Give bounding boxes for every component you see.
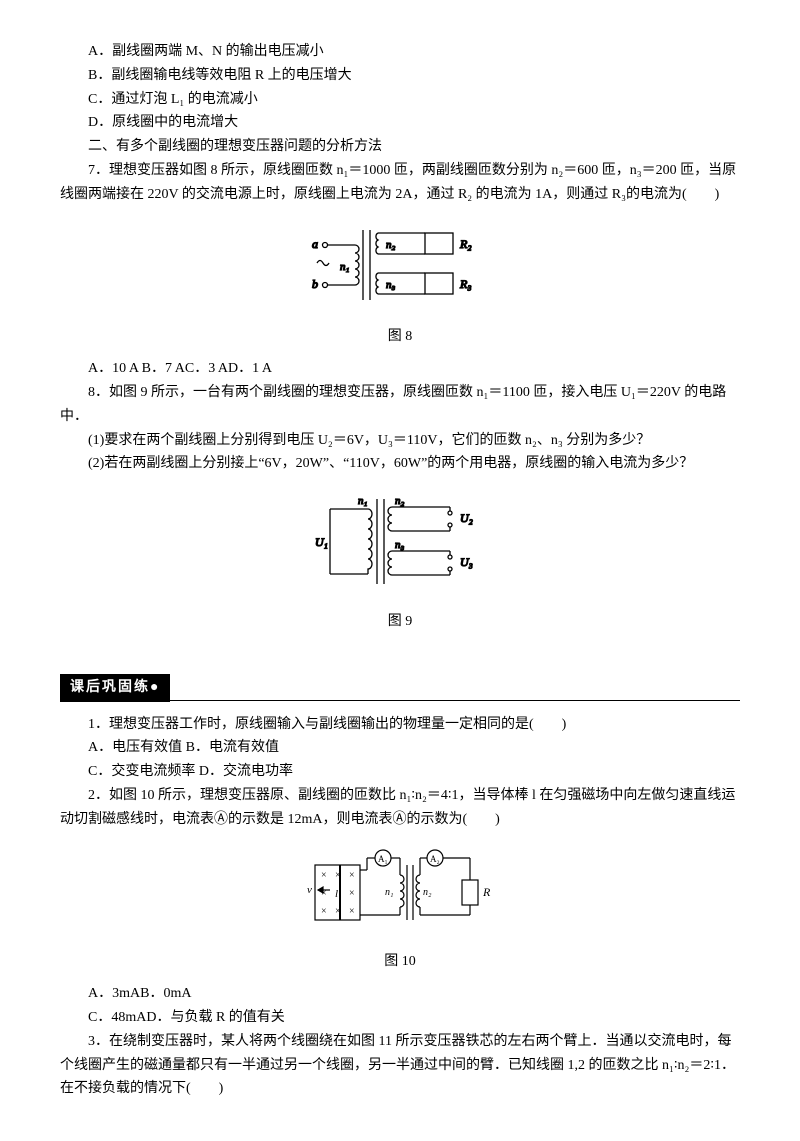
practice-q1-opts1: A．电压有效值 B．电流有效值 [60,736,740,760]
svg-text:n₁: n₁ [385,887,393,898]
subheading-two: 二、有多个副线圈的理想变压器问题的分析方法 [60,135,740,159]
figure-10: ××× ×× ××× l v A₁ n₁ [60,840,740,975]
practice-q2-opts1: A．3mAB．0mA [60,982,740,1006]
question-7: 7．理想变压器如图 8 所示，原线圈匝数 n₁＝1000 匝，两副线圈匝数分别为… [60,159,740,207]
figure-8-caption: 图 8 [60,325,740,349]
svg-text:n₃: n₃ [395,539,405,551]
svg-text:R₃: R₃ [459,277,472,291]
svg-text:v: v [307,884,312,896]
svg-text:n₁: n₁ [340,261,350,273]
figure-9-caption: 图 9 [60,610,740,634]
svg-text:n₃: n₃ [386,279,396,291]
svg-text:n₂: n₂ [423,887,432,898]
svg-text:n₂: n₂ [386,239,396,251]
svg-text:A₂: A₂ [430,854,440,864]
figure-9: U₁ n₁ n₂ U₂ n₃ U [60,484,740,634]
svg-text:n₂: n₂ [395,495,405,507]
svg-text:×: × [349,906,355,917]
svg-text:×: × [321,906,327,917]
question-7-options: A．10 A B．7 AC．3 AD．1 A [60,357,740,381]
svg-text:U₃: U₃ [460,555,473,569]
practice-q3: 3．在绕制变压器时，某人将两个线圈绕在如图 11 所示变压器铁芯的左右两个臂上．… [60,1030,740,1101]
svg-text:×: × [321,870,327,881]
figure-8: a b n₁ n₂ R₂ n₃ [60,215,740,350]
section-title: 课后巩固练● [60,674,170,702]
question-8-line1: 8．如图 9 所示，一台有两个副线圈的理想变压器，原线圈匝数 n₁＝1100 匝… [60,381,740,429]
svg-text:U₁: U₁ [315,535,328,549]
svg-text:b: b [312,277,318,291]
practice-q1-opts2: C．交变电流频率 D．交流电功率 [60,760,740,784]
svg-text:U₂: U₂ [460,511,473,525]
practice-q1: 1．理想变压器工作时，原线圈输入与副线圈输出的物理量一定相同的是( ) [60,713,740,737]
option-b: B．副线圈输电线等效电阻 R 上的电压增大 [60,64,740,88]
option-d: D．原线圈中的电流增大 [60,111,740,135]
svg-text:a: a [312,237,318,251]
svg-text:n₁: n₁ [358,495,368,507]
svg-text:l: l [335,888,338,900]
figure-10-caption: 图 10 [60,950,740,974]
svg-text:A₁: A₁ [378,854,388,864]
option-a: A．副线圈两端 M、N 的输出电压减小 [60,40,740,64]
option-c: C．通过灯泡 L₁ 的电流减小 [60,88,740,112]
svg-text:R₂: R₂ [459,237,472,251]
practice-q2-opts2: C．48mAD．与负载 R 的值有关 [60,1006,740,1030]
practice-q2: 2．如图 10 所示，理想变压器原、副线圈的匝数比 n₁∶n₂＝4∶1，当导体棒… [60,784,740,832]
question-8-line2: (1)要求在两个副线圈上分别得到电压 U₂＝6V，U₃＝110V，它们的匝数 n… [60,429,740,453]
question-8-line3: (2)若在两副线圈上分别接上“6V，20W”、“110V，60W”的两个用电器，… [60,452,740,476]
section-header: 课后巩固练● [60,674,740,701]
svg-text:×: × [349,870,355,881]
svg-text:×: × [349,888,355,899]
svg-text:R: R [482,885,491,899]
